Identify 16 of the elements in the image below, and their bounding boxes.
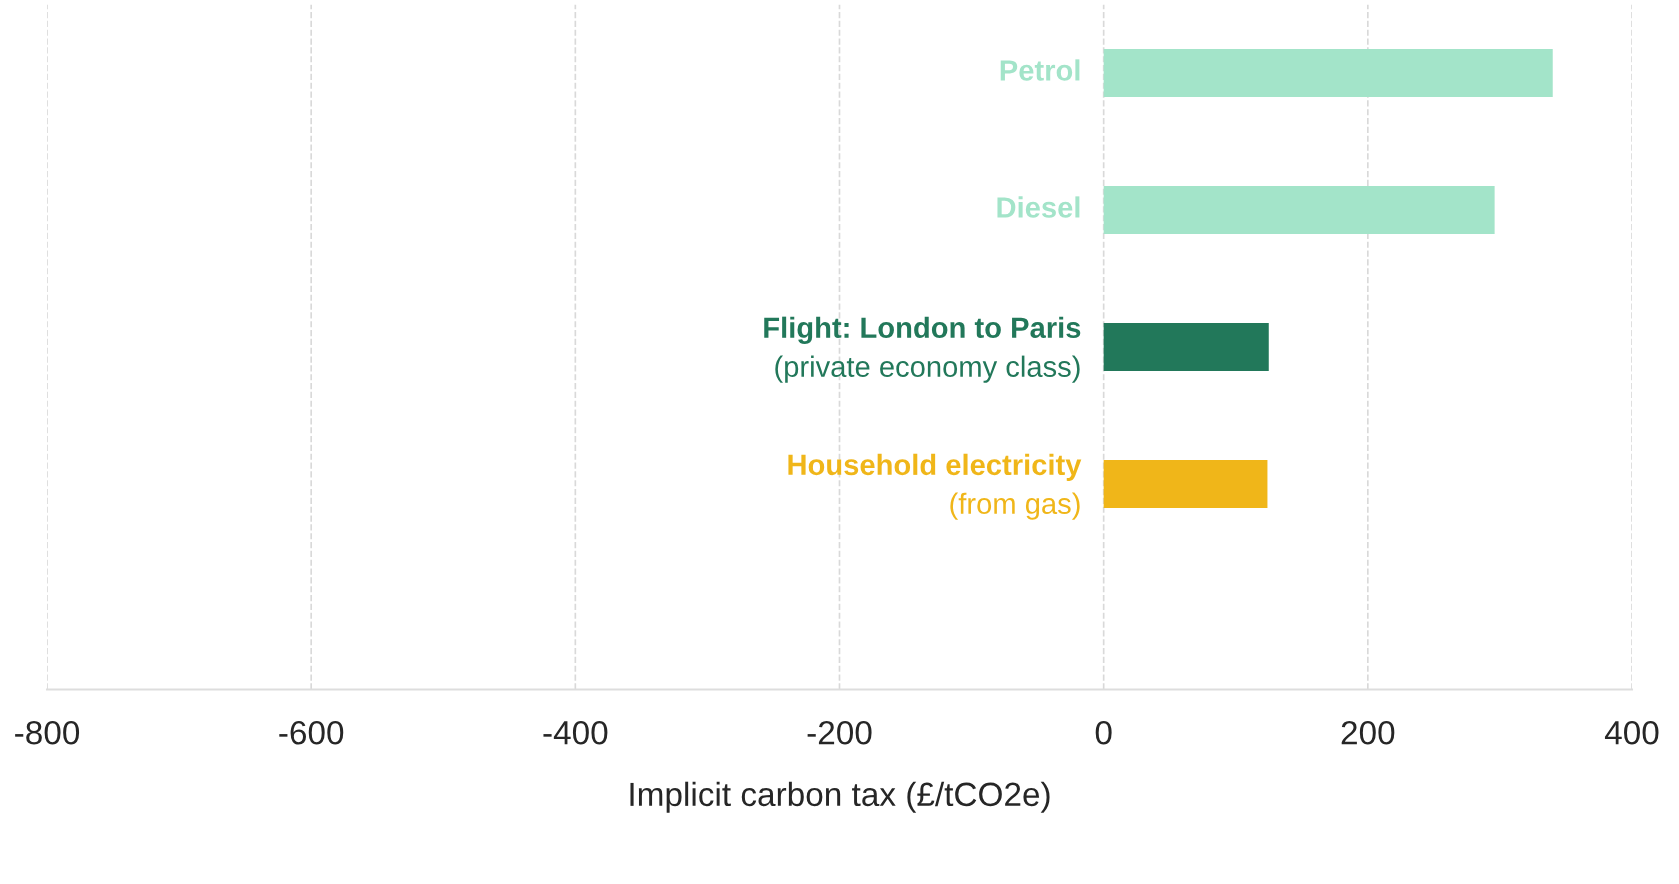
y-tick-label: Flight: London to Paris (private economy class) bbox=[764, 316, 1081, 383]
bar bbox=[1103, 322, 1269, 371]
x-tick-label: 200 bbox=[1341, 720, 1395, 745]
x-tick-label: -400 bbox=[543, 720, 608, 745]
x-tick-label: -200 bbox=[807, 720, 872, 745]
x-tick-label: -800 bbox=[15, 720, 80, 745]
bar bbox=[1103, 460, 1268, 508]
x-axis-title: Implicit carbon tax (£/tCO2e) bbox=[630, 781, 1050, 813]
bar bbox=[1103, 185, 1495, 234]
x-tick-label: 0 bbox=[1095, 720, 1112, 745]
x-tick-label: -600 bbox=[279, 720, 344, 745]
x-tick-label: 400 bbox=[1604, 720, 1659, 745]
y-tick-label: Household electricity (from gas) bbox=[788, 453, 1082, 520]
y-tick-label: Petrol bbox=[1000, 59, 1080, 81]
bar bbox=[1103, 48, 1553, 97]
y-tick-label: Diesel bbox=[997, 196, 1080, 218]
